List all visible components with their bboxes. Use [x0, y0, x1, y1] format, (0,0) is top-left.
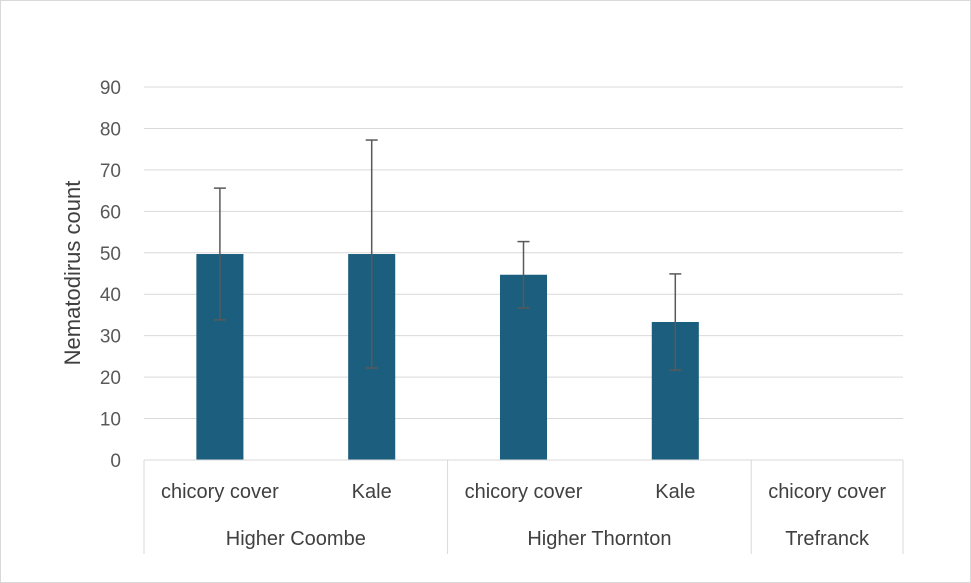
y-tick-label: 10: [100, 410, 121, 431]
y-tick-label: 70: [100, 161, 121, 182]
error-bars: [213, 139, 682, 371]
x-axis: chicory cover Kale chicory cover Kale chicor…: [143, 459, 904, 554]
y-tick-label: 40: [100, 285, 121, 306]
group-label: Trefranck: [785, 528, 870, 550]
y-tick-label: 20: [100, 368, 121, 389]
group-label: Higher Thornton: [527, 528, 671, 550]
y-axis-title: Nematodirus count: [60, 181, 85, 366]
category-label: Kale: [352, 481, 392, 503]
y-tick-labels: 0 10 20 30 40 50 60 70 80 90: [100, 78, 121, 472]
y-tick-label: 60: [100, 202, 121, 223]
group-label: Higher Coombe: [226, 528, 366, 550]
y-tick-label: 80: [100, 119, 121, 140]
y-tick-label: 0: [110, 451, 121, 472]
y-tick-label: 30: [100, 327, 121, 348]
y-tick-label: 50: [100, 244, 121, 265]
category-label: chicory cover: [465, 481, 583, 503]
y-tick-label: 90: [100, 78, 121, 99]
category-label: Kale: [655, 481, 695, 503]
category-label: chicory cover: [161, 481, 279, 503]
category-label: chicory cover: [768, 481, 886, 503]
